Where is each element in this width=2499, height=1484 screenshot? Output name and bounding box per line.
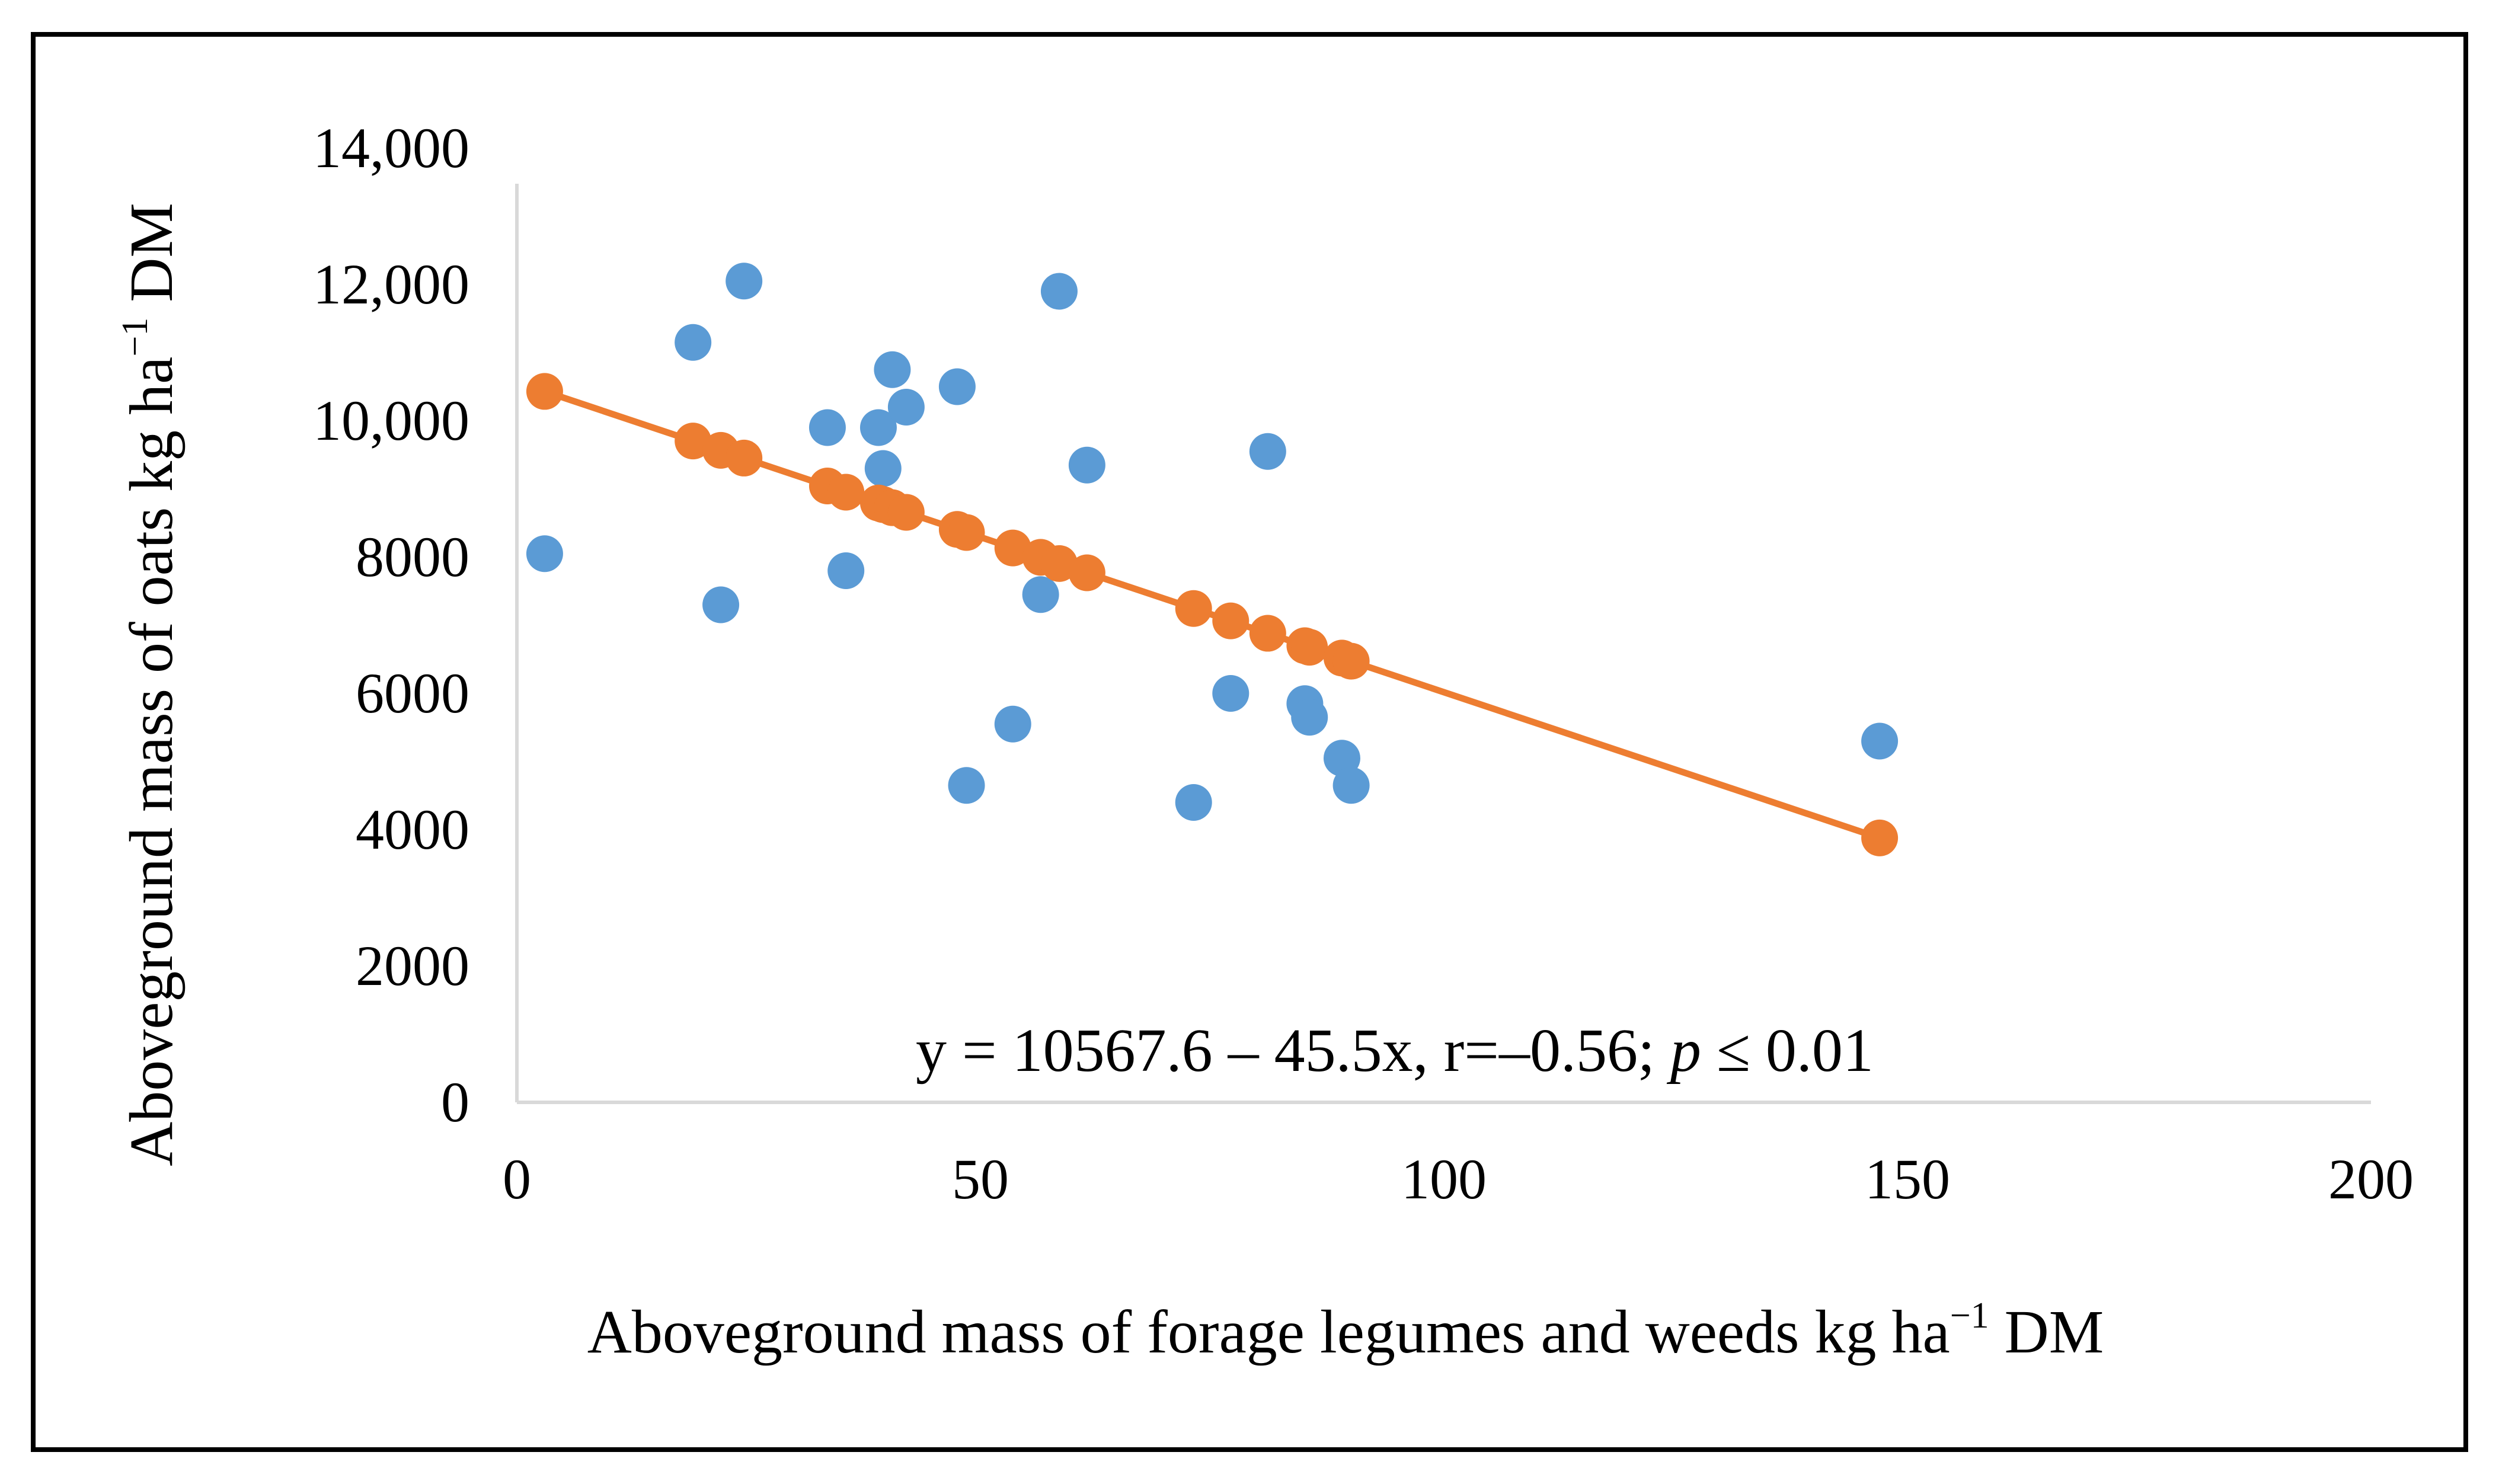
x-axis-title: Aboveground mass of forage legumes and w… xyxy=(587,1296,2104,1366)
fitted-point xyxy=(526,373,563,410)
equation-p: p xyxy=(1666,1016,1701,1085)
x-tick-label: 50 xyxy=(952,1147,1009,1211)
observed-point xyxy=(726,263,763,300)
x-tick-label: 200 xyxy=(2328,1147,2414,1211)
fitted-point xyxy=(1068,554,1105,591)
observed-point xyxy=(938,368,976,405)
observed-points xyxy=(526,263,1899,821)
regression-equation: y = 10567.6 – 45.5x, r=–0.56; p ≤ 0.01 xyxy=(916,1016,1874,1085)
observed-point xyxy=(1212,675,1250,712)
y-tick-label: 10,000 xyxy=(313,389,469,452)
observed-point xyxy=(702,586,740,623)
observed-point xyxy=(1291,699,1328,736)
x-tick-label: 100 xyxy=(1401,1147,1487,1211)
observed-point xyxy=(994,705,1031,743)
regression-line xyxy=(544,388,1881,842)
fitted-point xyxy=(948,514,985,551)
fitted-point xyxy=(994,529,1031,567)
observed-point xyxy=(1861,722,1899,760)
observed-point xyxy=(887,389,925,426)
equation-suffix: ≤ 0.01 xyxy=(1701,1016,1874,1085)
fitted-point xyxy=(1291,629,1328,666)
observed-point xyxy=(859,409,897,446)
y-axis-title: Aboveground mass of oats kg ha−1 DM xyxy=(115,203,186,1166)
fit-line-group xyxy=(544,388,1881,842)
fitted-point xyxy=(1861,819,1899,856)
observed-point xyxy=(808,409,846,446)
y-axis-title-tail: DM xyxy=(117,203,186,318)
fitted-point xyxy=(1332,642,1370,680)
y-tick-label: 0 xyxy=(441,1070,469,1134)
x-tick-label: 0 xyxy=(503,1147,531,1211)
fitted-point xyxy=(1212,602,1250,639)
observed-point xyxy=(1022,576,1059,613)
observed-point xyxy=(1175,784,1212,821)
observed-point xyxy=(1068,446,1105,484)
fitted-point xyxy=(1175,590,1212,627)
y-tick-label: 14,000 xyxy=(313,116,469,180)
chart-frame xyxy=(31,32,2468,1452)
observed-point xyxy=(675,324,712,361)
observed-point xyxy=(864,450,902,487)
observed-point xyxy=(526,535,563,573)
observed-point xyxy=(1332,767,1370,804)
y-tick-label: 8000 xyxy=(356,525,469,589)
fitted-point xyxy=(887,494,925,531)
fitted-point xyxy=(1249,615,1286,652)
y-tick-label: 4000 xyxy=(356,798,469,861)
observed-point xyxy=(1249,433,1286,470)
y-tick-label: 2000 xyxy=(356,934,469,997)
y-axis-title-main: Aboveground mass of oats kg ha xyxy=(117,357,186,1166)
x-axis-title-sup: −1 xyxy=(1950,1296,1989,1336)
equation-prefix: y = 10567.6 – 45.5x, r=–0.56; xyxy=(916,1016,1670,1085)
y-tick-label: 12,000 xyxy=(313,252,469,316)
fitted-point xyxy=(726,439,763,476)
fitted-points xyxy=(526,373,1899,856)
fitted-point xyxy=(675,423,712,460)
observed-point xyxy=(827,552,865,589)
x-tick-label: 150 xyxy=(1865,1147,1950,1211)
x-axis-title-tail: DM xyxy=(1989,1298,2104,1366)
y-tick-label: 6000 xyxy=(356,661,469,725)
y-axis-title-sup: −1 xyxy=(115,318,155,357)
x-axis-title-main: Aboveground mass of forage legumes and w… xyxy=(587,1298,1950,1366)
observed-point xyxy=(874,351,911,388)
x-tick-labels: 0 50 100 150 200 xyxy=(503,1147,2414,1211)
fitted-point xyxy=(1040,545,1078,582)
y-tick-labels: 0 2000 4000 6000 8000 10,000 12,000 14,000 xyxy=(313,116,469,1134)
fitted-point xyxy=(827,474,865,511)
observed-point xyxy=(1040,273,1078,310)
observed-point xyxy=(948,767,985,804)
